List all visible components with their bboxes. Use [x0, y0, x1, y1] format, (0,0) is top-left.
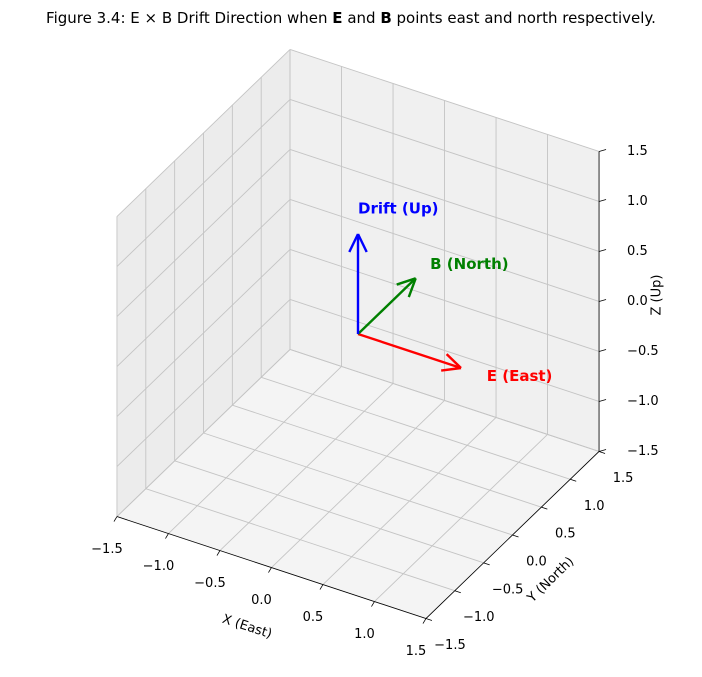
x-tick-label: 0.0 [251, 593, 272, 608]
z-axis-label: Z (Up) [650, 275, 665, 316]
z-tick-label: 0.5 [627, 244, 648, 259]
grid-line [116, 299, 291, 467]
x-tick-label: −1.5 [91, 542, 123, 557]
vector-head [407, 277, 417, 298]
vector-label: E (East) [487, 367, 553, 385]
x-tick [319, 584, 324, 590]
y-tick [598, 451, 606, 454]
vector-head [356, 233, 368, 253]
grid-line [289, 349, 600, 452]
title-part: and [343, 9, 381, 27]
x-tick-label: 1.5 [406, 644, 427, 659]
grid-line [289, 299, 600, 402]
x-tick [113, 516, 118, 522]
y-tick-label: 0.0 [526, 555, 547, 570]
grid-line [289, 249, 600, 352]
x-axis-label: X (East) [220, 612, 273, 642]
grid-line [116, 99, 291, 267]
z-tick [598, 149, 607, 152]
grid-line [116, 249, 291, 417]
chart-title: Figure 3.4: E × B Drift Direction when E… [46, 9, 656, 27]
title-part: Figure 3.4: E × B Drift Direction when [46, 9, 332, 27]
z-tick-label: −1.0 [627, 394, 659, 409]
x-tick [165, 533, 169, 539]
grid-line [289, 149, 600, 252]
z-tick [598, 249, 607, 252]
z-tick [598, 199, 607, 202]
z-tick [598, 399, 607, 402]
grid-line [289, 199, 600, 302]
y-tick-label: −0.5 [492, 582, 524, 597]
vector [357, 277, 417, 335]
y-tick-label: 0.5 [555, 527, 576, 542]
grid-line [261, 376, 571, 480]
grid-line [116, 349, 291, 517]
title-part: points east and north respectively. [392, 9, 656, 27]
title-part: B [380, 9, 391, 27]
grid-line [145, 488, 455, 592]
z-tick [598, 349, 607, 352]
grid-line [116, 49, 291, 217]
vector-head [441, 366, 462, 372]
grid-line [116, 149, 291, 317]
y-tick-label: −1.0 [463, 610, 495, 625]
z-tick-label: −0.5 [627, 344, 659, 359]
y-tick [570, 478, 577, 482]
vector-shaft [357, 332, 462, 370]
vector [357, 332, 462, 372]
grid-line [232, 404, 542, 508]
vector-shaft [357, 277, 417, 335]
x-tick-label: −1.0 [143, 559, 175, 574]
grid-line [289, 49, 600, 152]
x-tick-label: 1.0 [354, 627, 375, 642]
grid-line [116, 199, 291, 367]
vector-label: B (North) [430, 255, 508, 273]
x-tick [422, 618, 427, 624]
grid-line [203, 432, 513, 536]
y-tick [454, 590, 461, 594]
z-tick-label: 0.0 [627, 294, 648, 309]
vector [348, 233, 368, 334]
vector-head [445, 353, 462, 369]
z-tick [598, 449, 607, 452]
x-tick [216, 550, 221, 556]
z-tick-label: 1.5 [627, 144, 648, 159]
grid-line [289, 99, 600, 202]
y-tick-label: 1.5 [613, 471, 634, 486]
vector-head [348, 233, 360, 253]
x-tick-label: 0.5 [303, 610, 324, 625]
y-tick-label: 1.0 [584, 499, 605, 514]
x-tick [268, 567, 272, 573]
grid-line [174, 460, 484, 564]
z-tick-label: −1.5 [627, 444, 659, 459]
x-tick-label: −0.5 [194, 576, 226, 591]
z-tick [598, 299, 607, 302]
y-tick [541, 506, 548, 510]
title-part: E [332, 9, 342, 27]
y-tick [483, 562, 490, 566]
y-tick-label: −1.5 [434, 638, 466, 653]
y-tick [425, 618, 433, 621]
y-tick [512, 534, 519, 538]
vector-label: Drift (Up) [358, 200, 439, 218]
vector-head [396, 277, 417, 286]
z-tick-label: 1.0 [627, 194, 648, 209]
x-tick [371, 601, 375, 607]
